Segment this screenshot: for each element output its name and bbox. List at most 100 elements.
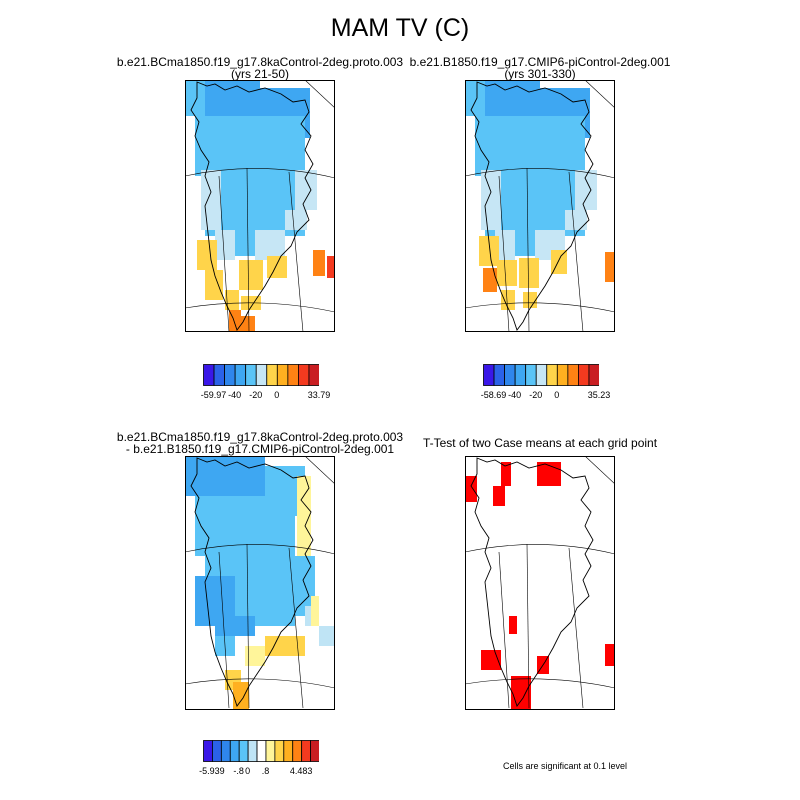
panel1-colorbar-label: 0 <box>274 390 280 400</box>
panel3-cell <box>255 606 295 626</box>
panel2-colorbar-box <box>525 364 537 386</box>
panel2-map <box>465 80 615 332</box>
panel3-cell <box>245 646 265 666</box>
panel3-map <box>185 456 335 710</box>
panel4-coastline <box>470 457 594 707</box>
panel2-cell <box>495 230 515 260</box>
panel2-colorbar-label: -58.69 <box>480 390 507 400</box>
panel1-cell <box>255 230 285 260</box>
panel1-colorbar-box <box>224 364 236 386</box>
panel1-grid-line <box>185 168 335 179</box>
panel2-cell <box>565 210 587 230</box>
panel3-cell <box>297 476 311 556</box>
panel2-cell <box>575 170 597 210</box>
panel1-coastline <box>190 81 314 331</box>
panel3-colorbar-box <box>238 740 249 762</box>
panel1-title: b.e21.BCma1850.f19_g17.8kaControl-2deg.p… <box>60 56 460 80</box>
panel2-colorbar-box <box>493 364 505 386</box>
panel1-cell <box>197 240 217 270</box>
panel3-cell <box>205 456 265 502</box>
panel2-colorbar-box <box>514 364 527 386</box>
panel1-colorbar-box <box>276 364 289 386</box>
panel4-grid-line <box>498 551 510 709</box>
panel1-frame <box>185 80 335 332</box>
panel1-colorbar: -59.97 -40 -20 0 33.79 <box>201 364 330 404</box>
panel1-colorbar-label: -40 <box>228 390 242 400</box>
panel1-grid-line <box>246 167 250 332</box>
panel3-grid-line <box>246 543 250 709</box>
panel3-grid-line <box>304 456 335 485</box>
panel1-cell <box>201 170 221 230</box>
panel2-colorbar-box <box>588 364 600 386</box>
panel1-cell <box>295 170 317 210</box>
panel2-colorbar-boxes <box>483 364 600 386</box>
panel4-grid-line <box>568 547 584 709</box>
panel4-cell <box>493 486 505 506</box>
panel2-title-line2: (yrs 301-330) <box>504 67 576 81</box>
panel1-colorbar-boxes <box>203 364 320 386</box>
panel3-colorbar-box <box>212 740 222 762</box>
panel4-cell <box>511 676 531 710</box>
panel1-colorbar-box <box>203 364 215 386</box>
panel1-colorbar-box <box>308 364 320 386</box>
panel4-map <box>465 456 615 710</box>
panel3-colorbar-box <box>203 740 213 762</box>
panel2-cell <box>483 268 497 292</box>
panel2-colorbar-box <box>567 364 579 386</box>
panel4-grid-line <box>526 543 530 709</box>
panel3-cell <box>319 626 335 646</box>
panel2-title-line1: b.e21.B1850.f19_g17.CMIP6-piControl-2deg… <box>409 55 671 69</box>
panel3-colorbar-box <box>310 740 320 762</box>
panel2-cell <box>475 116 585 176</box>
panel3-colorbar-box <box>292 740 303 762</box>
panel3-grid-line <box>185 544 335 555</box>
panel2-grid-line <box>465 302 615 313</box>
panel3-colorbar-label: .8 <box>261 766 270 776</box>
panel3-colorbar-box <box>247 740 258 762</box>
panel4-title: T-Test of two Case means at each grid po… <box>340 437 740 449</box>
panel3-grid-line <box>185 678 335 689</box>
panel1-colorbar-box <box>245 364 257 386</box>
panel1-cell <box>241 316 255 332</box>
panel1-cell <box>205 80 260 120</box>
panel1-colorbar-box <box>234 364 247 386</box>
panel3-colorbar-box <box>220 740 231 762</box>
panel3-title-line1: b.e21.BCma1850.f19_g17.8kaControl-2deg.p… <box>116 430 404 444</box>
panel4-cell <box>605 644 615 666</box>
panel2-colorbar-box <box>535 364 548 386</box>
panel2-colorbar-box <box>578 364 590 386</box>
panel3-cell <box>265 636 305 656</box>
panel1-cell <box>239 260 263 290</box>
panel1-colorbar-box <box>287 364 299 386</box>
panel1-title-line1: b.e21.BCma1850.f19_g17.8kaControl-2deg.p… <box>116 55 404 69</box>
panel3-grid-line <box>288 547 304 709</box>
panel4-cell <box>501 462 511 486</box>
panel3-colorbar-box <box>283 740 294 762</box>
panel3-cell <box>311 596 319 626</box>
panel3-colorbar-label: 4.483 <box>289 766 313 776</box>
panel1-grid-line <box>304 80 335 109</box>
panel3-cell <box>195 496 295 556</box>
panel2-cell <box>497 260 517 286</box>
panel4-title-line1: T-Test of two Case means at each grid po… <box>422 436 658 450</box>
panel2-colorbar-box <box>504 364 516 386</box>
panel3-colorbar-boxes <box>203 740 320 762</box>
panel3-cell <box>233 682 249 710</box>
panel3-cell <box>305 606 315 626</box>
panel3-title-line2: - b.e21.B1850.f19_g17.CMIP6-piControl-2d… <box>125 442 395 456</box>
panel3-cell <box>185 456 205 496</box>
panel1-colorbar-box <box>255 364 268 386</box>
panel2-colorbar-label: 0 <box>554 390 560 400</box>
panel2-frame <box>465 80 615 332</box>
panel2-colorbar-label: -20 <box>529 390 543 400</box>
panel3-title: b.e21.BCma1850.f19_g17.8kaControl-2deg.p… <box>60 431 460 455</box>
panel4-grid-line <box>465 678 615 689</box>
panel1-cell <box>225 290 239 310</box>
significance-note: Cells are significant at 0.1 level <box>502 761 628 771</box>
panel2-colorbar-box <box>546 364 558 386</box>
panel1-colorbar-box <box>213 364 225 386</box>
figure-title: MAM TV (C) <box>330 14 470 42</box>
panel1-cell <box>215 230 235 260</box>
panel3-colorbar-box <box>256 740 267 762</box>
panel2-grid-line <box>568 171 584 332</box>
